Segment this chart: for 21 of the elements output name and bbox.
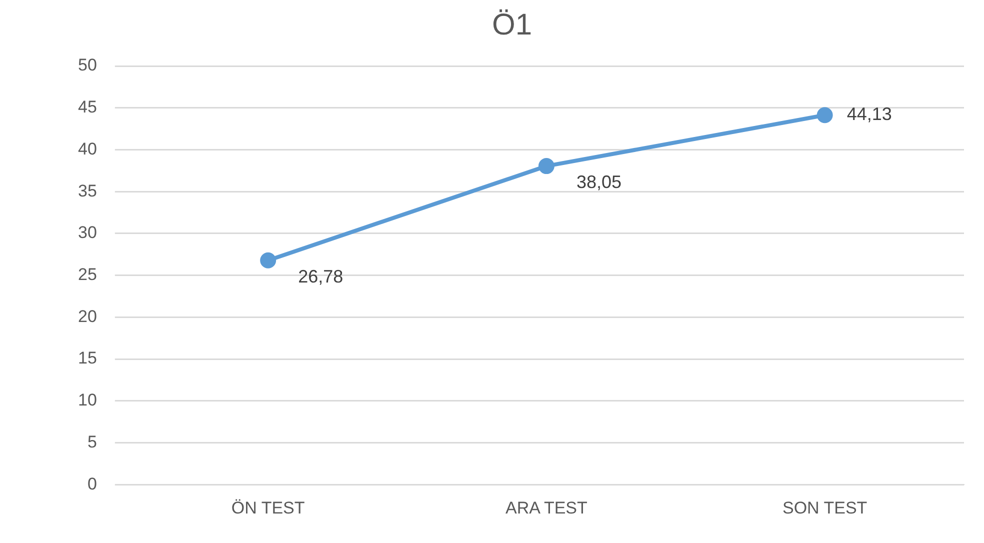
y-tick-label: 10 bbox=[78, 390, 97, 410]
y-tick-label: 50 bbox=[78, 56, 97, 75]
y-tick-label: 25 bbox=[78, 264, 97, 284]
y-tick-label: 45 bbox=[78, 98, 97, 117]
point bbox=[260, 252, 276, 268]
data-label: 38,05 bbox=[576, 172, 622, 192]
point bbox=[538, 158, 554, 174]
data-label: 26,78 bbox=[298, 266, 344, 286]
x-tick-label: ÖN TEST bbox=[231, 498, 305, 518]
x-tick-label: SON TEST bbox=[782, 498, 868, 518]
y-tick-label: 40 bbox=[78, 139, 97, 158]
point bbox=[816, 107, 833, 124]
y-tick-label: 20 bbox=[78, 306, 97, 326]
y-tick-label: 30 bbox=[78, 223, 97, 242]
y-tick-label: 5 bbox=[87, 432, 97, 452]
y-tick-label: 15 bbox=[78, 348, 97, 368]
chart-title: Ö1 bbox=[492, 8, 532, 42]
x-tick-label: ARA TEST bbox=[506, 498, 588, 518]
data-label: 44,13 bbox=[846, 104, 892, 124]
y-tick-label: 0 bbox=[87, 474, 97, 494]
y-tick-label: 35 bbox=[78, 181, 97, 200]
